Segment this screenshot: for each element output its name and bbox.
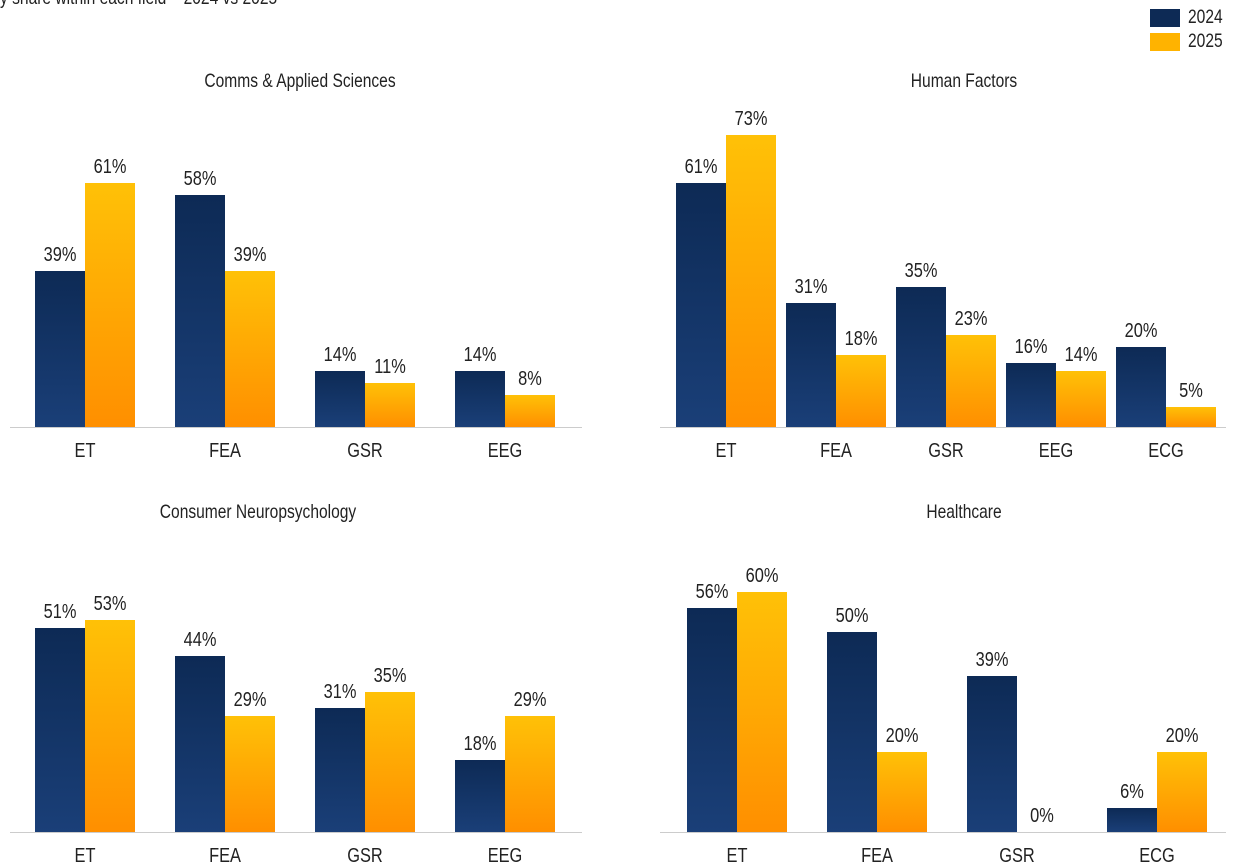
legend-label-2025: 2025 [1187,31,1223,52]
data-label-2025: 20% [886,723,919,746]
x-tick-label: FEA [209,438,242,461]
data-label-2025: 39% [234,242,267,265]
x-tick-label: FEA [861,843,894,866]
data-label-2024: 50% [836,603,869,626]
bar-2025 [1056,371,1106,427]
bar-2025 [85,620,135,832]
data-label-2024: 18% [464,731,497,754]
bar-2025 [737,592,787,832]
data-label-2024: 58% [184,166,217,189]
data-label-2025: 18% [845,326,878,349]
data-label-2025: 35% [374,663,407,686]
data-label-2024: 61% [685,154,718,177]
bar-2025 [225,716,275,832]
legend-swatch-2025 [1149,33,1180,51]
data-label-2025: 14% [1065,342,1098,365]
data-label-2025: 60% [746,563,779,586]
bar-2024 [687,608,737,832]
panel-title: Human Factors [911,70,1018,92]
data-label-2025: 5% [1179,378,1203,401]
legend: 2024 2025 [1149,6,1230,54]
data-label-2024: 20% [1125,318,1158,341]
bar-2025 [505,395,555,427]
x-tick-label: ET [75,843,96,866]
bar-2025 [1157,752,1207,832]
data-label-2024: 35% [905,258,938,281]
panel-title: Consumer Neuropsychology [160,501,357,523]
panel-title: Comms & Applied Sciences [204,70,395,92]
data-label-2025: 20% [1166,723,1199,746]
bar-2024 [786,303,836,427]
data-label-2024: 44% [184,627,217,650]
data-label-2025: 8% [518,366,542,389]
bar-2025 [877,752,927,832]
x-tick-label: EEG [488,438,523,461]
bar-2024 [1006,363,1056,427]
bar-2025 [946,335,996,427]
bar-2024 [827,632,877,832]
bar-2024 [455,760,505,832]
x-tick-label: EEG [488,843,523,866]
bar-2025 [836,355,886,427]
data-label-2025: 0% [1030,803,1054,826]
data-label-2025: 11% [374,354,406,377]
bar-2025 [365,383,415,427]
data-label-2024: 51% [44,599,77,622]
data-label-2024: 6% [1120,779,1144,802]
x-tick-label: ET [716,438,737,461]
panel-title: Healthcare [926,501,1001,523]
x-tick-label: FEA [820,438,853,461]
bar-2024 [676,183,726,427]
bar-2024 [35,628,85,832]
bar-2024 [1116,347,1166,427]
legend-item-2024: 2024 [1149,6,1230,30]
legend-item-2025: 2025 [1149,30,1230,54]
bar-2024 [1107,808,1157,832]
data-label-2024: 39% [976,647,1009,670]
bar-2024 [896,287,946,427]
x-tick-label: EEG [1039,438,1074,461]
data-label-2025: 29% [514,687,547,710]
x-tick-label: GSR [928,438,964,461]
bar-2024 [35,271,85,427]
x-tick-label: GSR [347,438,383,461]
bar-2025 [365,692,415,832]
bar-2024 [455,371,505,427]
data-label-2024: 39% [44,242,77,265]
data-label-2025: 73% [735,106,768,129]
bar-2024 [175,656,225,832]
data-label-2024: 31% [795,274,828,297]
data-label-2025: 53% [94,591,127,614]
x-tick-label: FEA [209,843,242,866]
bar-2024 [967,676,1017,832]
chart-subtitle: y share within each field 2024 vs 2025 [0,0,277,10]
legend-label-2024: 2024 [1187,7,1223,28]
x-tick-label: ECG [1139,843,1175,866]
legend-swatch-2024 [1149,9,1180,27]
bar-2025 [225,271,275,427]
data-label-2025: 29% [234,687,267,710]
data-label-2024: 56% [696,579,729,602]
bar-2025 [1166,407,1216,427]
data-label-2024: 31% [324,679,357,702]
data-label-2024: 16% [1015,334,1048,357]
data-label-2024: 14% [464,342,497,365]
x-tick-label: GSR [347,843,383,866]
bar-2024 [315,708,365,832]
bar-2025 [85,183,135,427]
x-tick-label: GSR [999,843,1035,866]
bar-2024 [175,195,225,427]
bar-2024 [315,371,365,427]
data-label-2024: 14% [324,342,357,365]
data-label-2025: 23% [955,306,988,329]
bar-2025 [505,716,555,832]
x-tick-label: ET [75,438,96,461]
x-tick-label: ET [727,843,748,866]
x-tick-label: ECG [1148,438,1184,461]
bar-2025 [726,135,776,427]
data-label-2025: 61% [94,154,127,177]
